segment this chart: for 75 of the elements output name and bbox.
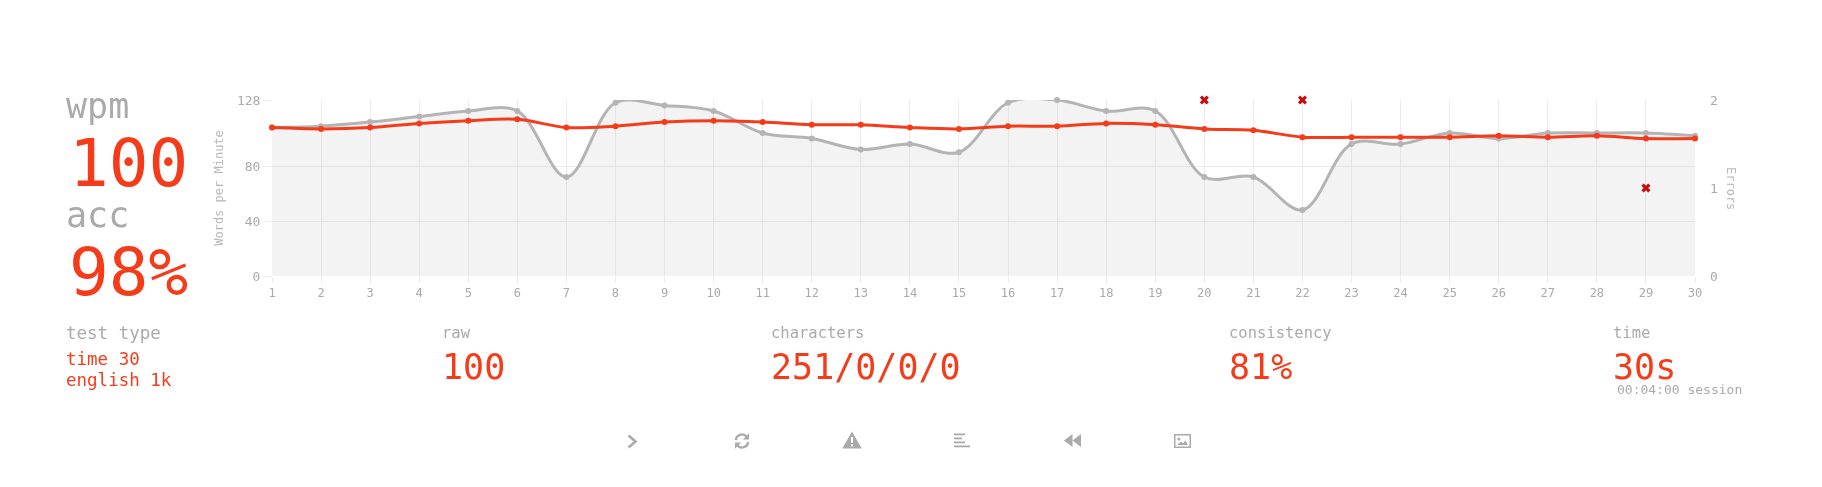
x-tick-label: 4 [415,286,423,301]
point [367,119,374,125]
y2-tick-label: 0 [1710,268,1718,284]
point [612,99,619,106]
point [955,125,962,132]
text: 100 [442,346,506,387]
x-tick-label: 27 [1540,286,1556,301]
x-tick-label: 17 [1049,286,1065,301]
x-tick-label: 14 [902,286,918,301]
text: 81% [1229,346,1293,387]
point [1054,97,1061,103]
point [1005,123,1012,130]
point [1201,125,1208,132]
y-tick-label: 0 [252,268,261,284]
x-tick-label: 24 [1393,286,1408,301]
text: test type [66,323,161,343]
y-tick-label: 128 [236,92,261,108]
point [759,119,766,125]
point [808,121,815,128]
point [514,108,521,114]
text: 00:04:00 session [1617,382,1743,397]
point [710,108,717,114]
point [1005,99,1012,106]
x-tick-label: 28 [1589,286,1605,301]
point [465,108,472,114]
point [1054,123,1061,130]
text: wpm [66,86,130,126]
text: consistency [1229,323,1332,342]
point [416,113,423,120]
x-tick-label: 19 [1148,286,1163,301]
x-tick-label: 21 [1246,286,1261,301]
x-tick-label: 12 [804,286,819,301]
point [710,117,717,124]
x-tick-label: 25 [1442,286,1457,301]
x-tick-label: 26 [1491,286,1506,301]
y2-tick-label: 2 [1710,92,1718,108]
point [1152,108,1159,114]
text: characters [771,323,865,342]
x-tick-label: 11 [755,286,770,301]
x-tick-label: 22 [1295,286,1310,301]
x-tick-label: 5 [464,286,472,301]
text: 98% [69,234,189,311]
x-tick-label: 10 [706,286,721,301]
x-tick-label: 7 [562,286,571,301]
x-tick-label: 8 [611,286,620,301]
x-tick-label: 23 [1344,286,1359,301]
point [1103,120,1110,127]
text: time 30 english 1k [66,348,172,391]
point [1152,121,1159,128]
point [661,102,668,109]
x-tick-label: 16 [1000,286,1016,301]
text: raw [442,323,470,342]
x-tick-label: 3 [366,286,374,301]
point [1103,108,1110,114]
x-tick-label: 1 [268,286,276,301]
x-tick-label: 13 [853,286,869,301]
x-tick-label: 29 [1638,286,1654,301]
point [857,121,864,128]
x-tick-label: 30 [1687,286,1703,301]
point [465,117,472,124]
point [367,124,374,131]
point [906,124,913,131]
x-tick-label: 18 [1098,286,1114,301]
x-tick-label: 2 [317,286,325,301]
x-tick-label: 15 [951,286,967,301]
point [514,116,521,123]
x-tick-label: 6 [513,286,521,301]
point [416,120,423,127]
x-tick-label: 9 [660,286,669,301]
x-tick-label: 20 [1197,286,1212,301]
text: 251/0/0/0 [771,346,961,387]
point [563,124,570,131]
text: time [1613,323,1651,342]
point [612,123,619,130]
point [661,119,668,125]
